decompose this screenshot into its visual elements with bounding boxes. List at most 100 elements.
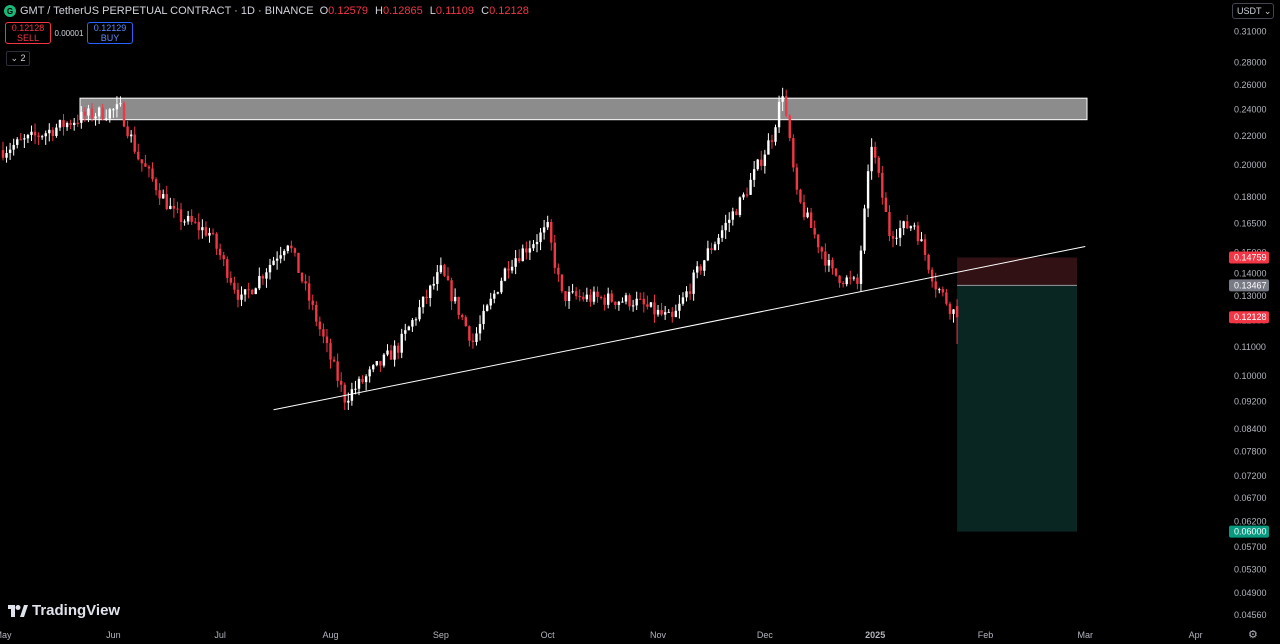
- candle-body: [386, 350, 389, 355]
- candle-body: [742, 194, 745, 198]
- candle-body: [218, 248, 222, 256]
- candle-body: [55, 127, 58, 136]
- candle-body: [23, 138, 26, 140]
- resistance-zone: [79, 97, 1088, 121]
- candle-body: [799, 189, 802, 203]
- candle-body: [329, 343, 332, 360]
- candle-body: [233, 282, 236, 290]
- candle-body: [550, 221, 553, 243]
- candle-body: [73, 122, 76, 126]
- buy-button[interactable]: 0.12129 BUY: [87, 22, 133, 44]
- x-tick-label: Nov: [650, 630, 667, 640]
- candle-body: [514, 258, 517, 267]
- candle-body: [774, 127, 777, 142]
- y-tick-label: 0.22000: [1234, 131, 1267, 141]
- indicators-toggle[interactable]: ⌄ 2: [6, 51, 30, 66]
- candle-body: [745, 194, 749, 196]
- candle-body: [713, 244, 717, 250]
- candle-body: [660, 309, 663, 315]
- candle-body: [546, 221, 549, 228]
- candle-body: [1, 150, 5, 158]
- candle-body: [429, 285, 432, 298]
- y-tick-label: 0.09200: [1234, 396, 1267, 406]
- candle-body: [311, 300, 314, 305]
- candle-body: [101, 107, 104, 120]
- y-tick-label: 0.10000: [1234, 371, 1267, 381]
- gmt-logo-icon: G: [4, 5, 16, 17]
- candle-body: [542, 227, 546, 233]
- candle-body: [692, 272, 695, 294]
- candle-body: [621, 301, 624, 303]
- candle-body: [443, 265, 446, 276]
- candle-body: [318, 321, 322, 330]
- candle-body: [528, 248, 532, 253]
- candle-body: [240, 294, 243, 300]
- candle-body: [649, 302, 653, 307]
- candle-body: [738, 197, 742, 215]
- candle-body: [94, 116, 97, 119]
- candle-body: [464, 317, 467, 327]
- currency-select[interactable]: USDT ⌄: [1232, 3, 1274, 19]
- candle-body: [354, 388, 357, 390]
- candle-body: [902, 221, 905, 229]
- candle-body: [785, 96, 788, 116]
- candle-body: [425, 296, 428, 298]
- candle-body: [560, 274, 564, 292]
- candle-body: [40, 136, 44, 138]
- candle-body: [108, 109, 111, 119]
- candle-body: [76, 122, 79, 124]
- gear-icon[interactable]: ⚙: [1248, 629, 1258, 641]
- candle-body: [475, 333, 478, 342]
- candle-body: [535, 242, 539, 245]
- candle-body: [69, 123, 72, 126]
- symbol-title[interactable]: GMT / TetherUS PERPETUAL CONTRACT · 1D ·…: [20, 5, 314, 17]
- y-tick-label: 0.07200: [1234, 471, 1267, 481]
- candle-body: [158, 190, 161, 199]
- candle-body: [126, 126, 129, 137]
- sell-button[interactable]: 0.12128 SELL: [5, 22, 51, 44]
- candle-body: [279, 255, 282, 259]
- candle-body: [450, 280, 453, 302]
- candle-body: [706, 248, 710, 261]
- candle-body: [539, 232, 542, 243]
- candle-body: [934, 281, 937, 290]
- candle-body: [172, 205, 176, 209]
- candle-body: [33, 131, 37, 136]
- candle-body: [162, 194, 165, 199]
- candle-body: [824, 251, 827, 266]
- candle-body: [856, 277, 859, 284]
- candle-body: [12, 144, 15, 150]
- candle-body: [436, 272, 439, 284]
- candle-body: [696, 266, 699, 273]
- candle-body: [48, 129, 51, 134]
- candle-body: [863, 208, 866, 251]
- candle-body: [229, 277, 233, 283]
- candle-body: [553, 242, 556, 268]
- candle-body: [211, 232, 215, 234]
- candle-body: [834, 268, 838, 276]
- close-value: 0.12128: [489, 5, 529, 17]
- take-profit-zone: [957, 285, 1077, 532]
- x-tick-label: Jun: [106, 630, 121, 640]
- candle-body: [268, 264, 272, 273]
- candle-body: [592, 291, 596, 302]
- candle-body: [567, 291, 571, 302]
- y-tick-label: 0.18000: [1234, 192, 1267, 202]
- candle-body: [831, 259, 834, 269]
- y-tick-label: 0.05700: [1234, 542, 1267, 552]
- stop-price-tag-label: 0.14759: [1234, 252, 1267, 262]
- candle-body: [283, 251, 286, 256]
- candle-body: [888, 211, 891, 236]
- candle-body: [304, 281, 307, 284]
- candle-body: [906, 221, 909, 229]
- candle-body: [332, 359, 336, 362]
- x-tick-label: Sep: [433, 630, 449, 640]
- candle-body: [809, 212, 813, 228]
- candle-body: [763, 154, 767, 166]
- candle-body: [62, 120, 65, 128]
- candle-body: [300, 272, 304, 282]
- candle-body: [286, 245, 289, 252]
- candle-body: [251, 290, 254, 295]
- candle-body: [119, 103, 122, 105]
